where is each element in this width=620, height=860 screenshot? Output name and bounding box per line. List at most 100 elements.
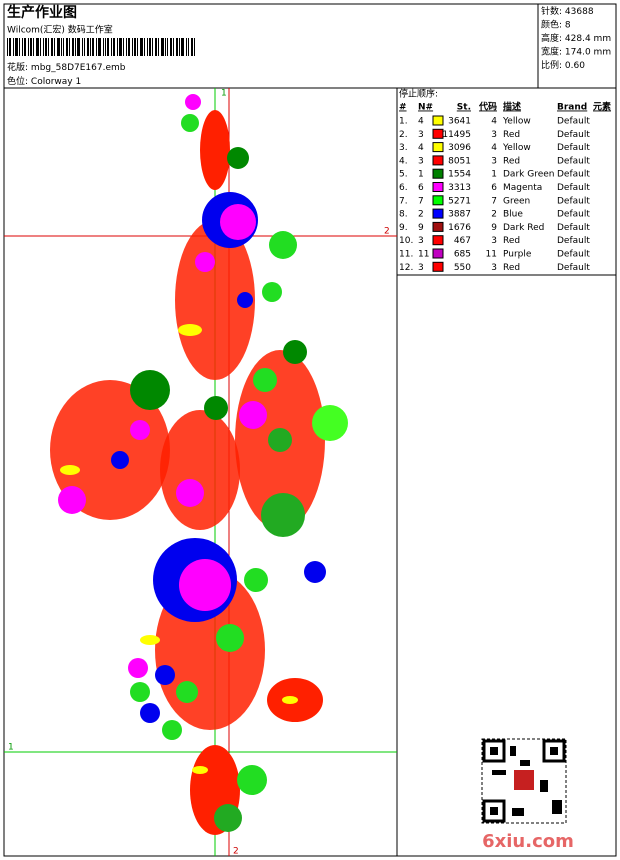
guide-label: 1 [8,743,14,753]
bar-stripe [181,38,184,56]
stitches: 5271 [448,196,471,206]
info-item: 高度: 428.4 mm [541,32,611,44]
row-index: 5. [399,170,408,180]
description: Purple [503,250,532,260]
bar-stripe [147,38,148,56]
bar-stripe [22,38,23,56]
description: Red [503,130,520,140]
description: Dark Red [503,223,544,233]
bar-stripe [30,38,32,56]
title: 生产作业图 [7,4,77,21]
bar-stripe [92,38,94,56]
brand: Default [557,210,590,220]
bar-stripe [152,38,153,56]
embroidery [50,94,348,835]
bar-stripe [103,38,104,56]
bar-stripe [113,38,115,56]
stitches: 11495 [442,130,471,140]
bar-stripe [15,38,18,56]
row-index: 1. [399,117,408,127]
needle: 9 [418,223,424,233]
needle: 3 [418,236,424,246]
needle: 1 [418,170,424,180]
bar-stripe [123,38,124,56]
bar-stripe [165,38,166,56]
column-header: Brand [557,103,587,113]
info-label: 颜色: [541,18,562,30]
bar-stripe [155,38,157,56]
color-swatch [432,221,444,232]
bar-stripe [119,38,122,56]
info-value: 43688 [565,7,594,17]
bar-stripe [90,38,91,56]
code: 3 [491,236,497,246]
watermark: 6xiu.com [482,831,574,852]
info-label: 高度: [541,32,562,44]
bar-stripe [87,38,89,56]
stitches: 3313 [448,183,471,193]
code: 6 [491,183,497,193]
stitches: 1676 [448,223,471,233]
bar-stripe [132,38,133,56]
color-swatch [432,168,444,179]
bar-stripe [188,38,189,56]
color-swatch [432,195,444,206]
info-item: 比例: 0.60 [541,59,585,71]
bar-stripe [158,38,159,56]
row-index: 10. [399,236,413,246]
bar-stripe [105,38,106,56]
bar-stripe [149,38,151,56]
needle: 2 [418,210,424,220]
color-swatch [432,208,444,219]
bar-stripe [75,38,76,56]
bar-stripe [137,38,138,56]
column-header: 代码 [478,101,497,113]
row-index: 12. [399,263,413,273]
info-item: 针数: 43688 [541,5,594,17]
needle: 6 [418,183,424,193]
bar-stripe [107,38,109,56]
bar-stripe [61,38,62,56]
stitches: 1554 [448,170,471,180]
needle: 3 [418,263,424,273]
info-item: 颜色: 8 [541,18,571,30]
bar-stripe [72,38,74,56]
bar-stripe [134,38,136,56]
needle: 3 [418,130,424,140]
description: Yellow [502,143,531,153]
bar-stripe [82,38,83,56]
color-swatch [432,182,444,192]
color-swatch [432,115,444,126]
description: Blue [503,210,523,220]
bar-stripe [40,38,41,56]
bar-stripe [66,38,68,56]
guide-label: 1 [221,89,227,99]
qr-code [481,738,567,824]
bar-stripe [144,38,145,56]
bar-stripe [84,38,85,56]
stitches: 550 [454,263,471,273]
row-index: 6. [399,183,408,193]
code: 9 [491,223,497,233]
code: 2 [491,210,497,220]
description: Yellow [502,117,531,127]
description: Magenta [503,183,542,193]
bar-stripe [161,38,164,56]
description: Red [503,263,520,273]
info-label: 针数: [541,5,562,17]
brand: Default [557,223,590,233]
bar-stripe [77,38,80,56]
row-index: 4. [399,156,408,166]
description: Dark Green [503,170,554,180]
stitches: 3641 [448,117,471,127]
bar-stripe [28,38,29,56]
bar-stripe [9,38,11,56]
row-index: 8. [399,210,408,220]
bar-stripe [19,38,20,56]
color-swatch [432,235,444,246]
guide-label: 2 [384,227,390,237]
bar-stripe [96,38,97,56]
description: Green [503,196,530,206]
color-swatch [432,261,444,272]
needle: 11 [418,250,429,260]
